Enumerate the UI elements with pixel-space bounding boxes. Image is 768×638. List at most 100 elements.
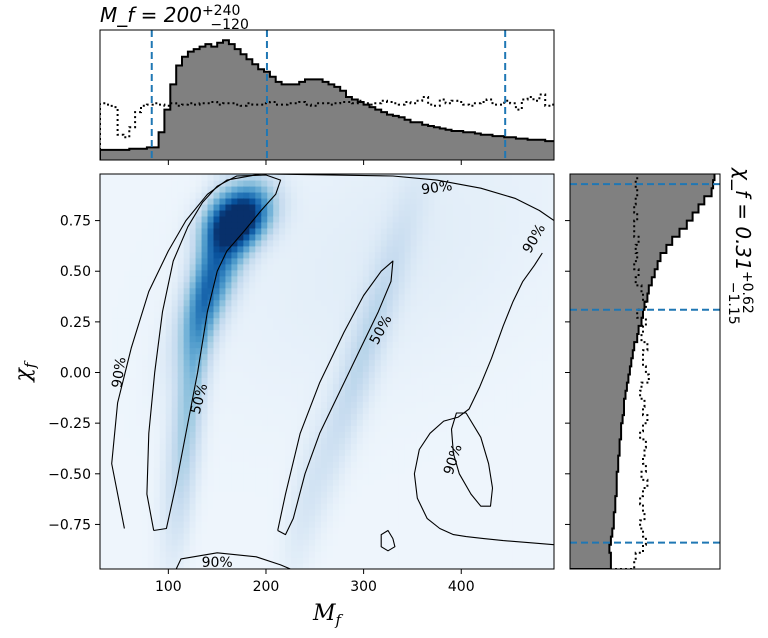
heatmap-cell — [267, 461, 274, 468]
heatmap-cell — [446, 347, 454, 355]
heatmap-cell — [225, 251, 233, 259]
heatmap-cell — [165, 503, 173, 510]
heatmap-cell — [368, 185, 376, 193]
heatmap-cell — [213, 395, 221, 403]
heatmap-cell — [332, 281, 340, 289]
heatmap-cell — [398, 551, 406, 558]
heatmap-cell — [315, 281, 322, 289]
heatmap-cell — [153, 473, 161, 480]
heatmap-cell — [434, 215, 442, 223]
heatmap-cell — [135, 473, 143, 480]
heatmap-cell — [159, 323, 167, 331]
heatmap-cell — [100, 365, 107, 373]
heatmap-cell — [482, 209, 489, 217]
heatmap-cell — [494, 551, 501, 558]
heatmap-cell — [297, 275, 304, 283]
heatmap-cell — [332, 329, 340, 337]
heatmap-cell — [171, 185, 179, 193]
heatmap-cell — [392, 227, 400, 235]
heatmap-cell — [225, 275, 233, 283]
heatmap-cell — [315, 419, 322, 426]
heatmap-cell — [542, 371, 549, 379]
heatmap-cell — [177, 527, 185, 534]
heatmap-cell — [195, 353, 203, 361]
heatmap-cell — [374, 515, 382, 522]
heatmap-cell — [291, 527, 298, 534]
heatmap-cell — [309, 215, 316, 223]
heatmap-cell — [249, 533, 256, 540]
heatmap-cell — [512, 509, 519, 516]
heatmap-cell — [255, 503, 262, 510]
heatmap-cell — [404, 455, 412, 462]
heatmap-cell — [482, 491, 489, 498]
heatmap-cell — [100, 479, 107, 486]
heatmap-cell — [225, 455, 233, 462]
heatmap-cell — [189, 341, 197, 349]
heatmap-cell — [219, 449, 227, 456]
heatmap-cell — [147, 425, 155, 432]
heatmap-cell — [129, 467, 137, 474]
heatmap-cell — [111, 251, 119, 259]
heatmap-cell — [344, 359, 352, 367]
heatmap-cell — [392, 437, 400, 444]
heatmap-cell — [315, 473, 322, 480]
heatmap-cell — [111, 473, 119, 480]
heatmap-cell — [404, 239, 412, 247]
heatmap-cell — [356, 563, 364, 569]
heatmap-cell — [183, 275, 191, 283]
heatmap-cell — [285, 233, 292, 241]
heatmap-cell — [303, 473, 310, 480]
heatmap-cell — [512, 521, 519, 528]
heatmap-cell — [344, 419, 352, 426]
heatmap-cell — [332, 383, 340, 391]
heatmap-cell — [225, 503, 233, 510]
heatmap-cell — [446, 419, 454, 426]
heatmap-cell — [458, 515, 465, 522]
heatmap-cell — [380, 425, 388, 432]
heatmap-cell — [147, 359, 155, 367]
heatmap-cell — [404, 485, 412, 492]
heatmap-cell — [356, 365, 364, 373]
heatmap-cell — [279, 221, 286, 229]
heatmap-cell — [147, 275, 155, 283]
heatmap-cell — [404, 305, 412, 313]
heatmap-cell — [464, 317, 471, 325]
heatmap-cell — [356, 449, 364, 456]
heatmap-cell — [530, 563, 537, 569]
heatmap-cell — [249, 215, 256, 223]
heatmap-cell — [315, 545, 322, 552]
heatmap-cell — [458, 263, 465, 271]
heatmap-cell — [536, 191, 543, 199]
heatmap-cell — [446, 251, 454, 259]
heatmap-cell — [315, 485, 322, 492]
heatmap-cell — [410, 509, 418, 516]
heatmap-cell — [458, 269, 465, 277]
heatmap-cell — [213, 287, 221, 295]
heatmap-cell — [309, 347, 316, 355]
heatmap-cell — [100, 305, 107, 313]
heatmap-cell — [123, 509, 131, 516]
heatmap-cell — [428, 215, 436, 223]
heatmap-cell — [512, 407, 519, 414]
heatmap-cell — [171, 395, 179, 403]
heatmap-cell — [374, 467, 382, 474]
heatmap-cell — [201, 425, 209, 432]
heatmap-cell — [195, 269, 203, 277]
heatmap-cell — [303, 545, 310, 552]
heatmap-cell — [506, 485, 513, 492]
heatmap-cell — [338, 353, 346, 361]
heatmap-cell — [536, 509, 543, 516]
heatmap-cell — [500, 353, 507, 361]
heatmap-cell — [458, 503, 465, 510]
heatmap-cell — [338, 539, 346, 546]
heatmap-cell — [243, 174, 250, 181]
heatmap-cell — [506, 389, 513, 397]
heatmap-cell — [410, 323, 418, 331]
heatmap-cell — [452, 209, 460, 217]
heatmap-cell — [458, 479, 465, 486]
heatmap-cell — [518, 449, 525, 456]
heatmap-cell — [273, 179, 280, 187]
heatmap-cell — [273, 521, 280, 528]
heatmap-cell — [488, 251, 495, 259]
heatmap-cell — [416, 449, 424, 456]
